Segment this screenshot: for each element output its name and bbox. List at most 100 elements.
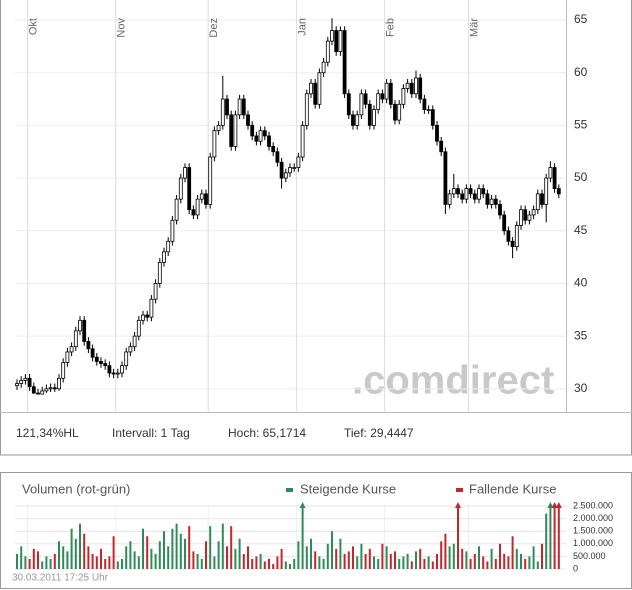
candle-body [321,61,326,74]
candle-body [372,109,376,126]
volume-bar [326,543,329,569]
y-tick-label: 500.000 [573,551,606,561]
volume-bar [335,548,338,569]
overflow-arrow [455,502,461,508]
candle-body [393,103,397,121]
candle-body [414,77,418,95]
volume-bar [163,531,165,569]
y-tick-label: 0 [573,563,578,573]
volume-bar [536,561,539,569]
candle-body [342,30,347,95]
watermark: .comdirect [352,359,554,403]
volume-bar [284,561,287,569]
volume-bar [427,556,430,569]
timestamp: 30.03.2011 17:25 Uhr [12,573,109,584]
volume-bar [192,551,195,569]
volume-bar [129,541,132,569]
candle-body [304,93,309,126]
candle-body [199,193,204,200]
volume-bar [200,558,203,569]
candle-body [241,98,246,116]
candle-body [128,346,133,353]
volume-bar [478,546,480,569]
volume-bar [158,541,161,569]
candle-body [187,167,192,211]
volume-bar [16,553,18,569]
y-tick-label: 30 [574,381,588,395]
volume-bar [499,543,501,569]
candle-body [208,156,213,205]
x-tick-label: Feb [385,18,397,37]
candle-body [57,377,61,390]
stat: Hoch: 65,1714 [228,426,306,440]
y-tick-label: 60 [574,65,588,79]
volume-bar [289,563,291,569]
volume-bar [268,558,270,569]
volume-bar [221,523,224,569]
volume-bar [515,548,518,569]
candle-body [120,365,124,374]
candle-body [464,188,469,200]
y-tick-label: 40 [574,276,588,290]
volume-bar [276,556,279,569]
candle-body [174,198,179,221]
candle-body [418,77,423,100]
candle-body [506,230,511,242]
volume-bar [146,536,149,569]
candle-body [254,135,259,142]
volume-bar [108,556,111,569]
candle-body [27,377,32,388]
candle-body [23,377,28,381]
volume-bar [175,523,178,569]
volume-bar [301,506,304,569]
candle-body [489,198,494,205]
candle-body [69,346,74,353]
candle-body [212,130,217,158]
x-tick-label: Mär [469,18,481,37]
candle-body [19,379,24,384]
volume-bar [322,558,325,569]
volume-bar [549,506,552,569]
candle-body [65,351,70,363]
candle-body [548,167,553,179]
candle-body [367,103,372,126]
volume-bar [91,553,94,569]
y-tick-label: 45 [574,223,588,237]
volume-bar [431,561,434,569]
volume-bar [385,546,388,569]
volume-bar [66,551,69,569]
y-tick-label: 2.500.000 [573,500,613,510]
volume-bar [112,536,115,569]
candle-body [94,356,99,362]
candle-body [111,372,116,375]
candle-body [485,193,490,205]
volume-bar [452,543,455,569]
candle-body [460,193,465,200]
candle-body [229,114,234,147]
volume-bar [255,556,258,569]
candle-body [439,140,444,153]
candle-body [115,372,120,375]
candle-body [443,151,448,205]
volume-bar [469,558,472,569]
volume-bar [448,546,451,569]
candle-body [325,40,330,63]
candle-body [426,109,431,111]
volume-bar [53,553,56,569]
volume-bar [503,553,506,569]
candle-body [498,204,502,216]
candle-body [447,193,452,205]
volume-bar [310,538,312,569]
candle-body [271,146,276,153]
volume-bar [524,558,527,569]
volume-bar [171,528,174,569]
volume-bar [507,556,510,569]
candle-body [183,167,187,179]
volume-bar [272,563,275,569]
volume-bar [457,506,459,569]
candle-body [296,156,301,168]
overflow-arrow [555,502,562,508]
volume-bar [528,556,531,569]
volume-bar [154,553,157,569]
volume-bar [41,561,44,569]
